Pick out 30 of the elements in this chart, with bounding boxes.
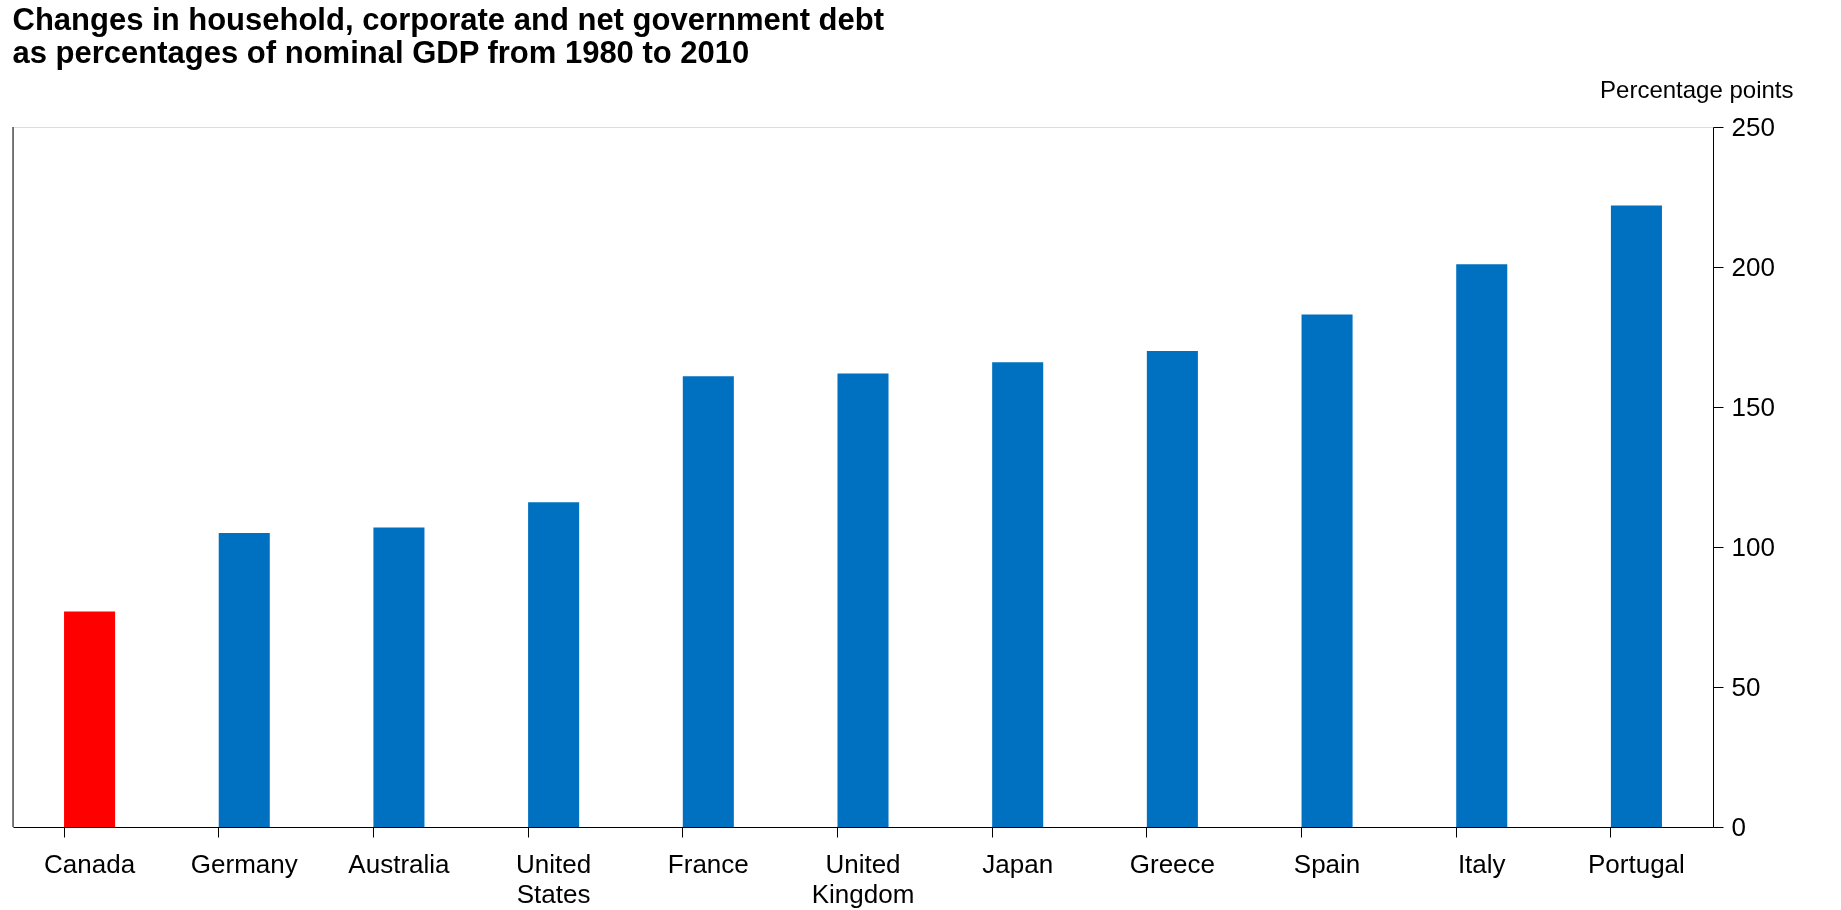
x-tick-label: France (667, 848, 749, 879)
y-tick-label: 100 (1731, 531, 1775, 562)
y-tick-label: 200 (1731, 251, 1775, 282)
x-tick-label: United States (516, 848, 592, 909)
x-tick-label: Italy (1457, 848, 1506, 879)
bar (373, 527, 425, 827)
x-tick-label: Australia (348, 848, 451, 879)
text: Changes in household, corporate and net government debt (12, 2, 885, 37)
bar (992, 362, 1044, 827)
bar (64, 611, 116, 827)
x-tick-label: Spain (1293, 848, 1361, 879)
y-tick-label: 0 (1731, 811, 1746, 842)
y-axis-title: Percentage points (1600, 75, 1794, 103)
bar (837, 373, 889, 827)
x-tick-label: United Kingdom (811, 848, 915, 909)
y-tick-label: 50 (1731, 671, 1761, 702)
x-tick-label: Portugal (1588, 848, 1685, 879)
bar (1301, 314, 1353, 827)
bar (682, 376, 734, 827)
bar (1610, 205, 1662, 827)
y-tick-label: 250 (1731, 111, 1775, 142)
bar (1146, 351, 1198, 827)
y-tick-label: 150 (1731, 391, 1775, 422)
x-tick-label: Greece (1129, 848, 1216, 879)
x-tick-label: Japan (982, 848, 1054, 879)
bar (218, 533, 270, 827)
x-tick-label: Canada (44, 848, 136, 879)
bar (1456, 264, 1508, 827)
bar (528, 502, 580, 827)
x-tick-label: Germany (190, 848, 298, 879)
